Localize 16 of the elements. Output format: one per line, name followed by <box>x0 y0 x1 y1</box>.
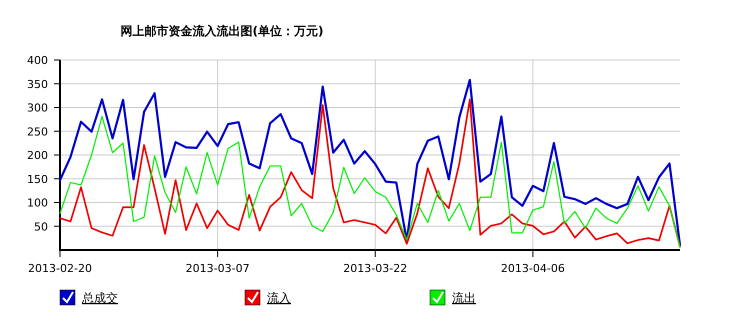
y-tick-label: 150 <box>27 172 48 186</box>
y-tick-label: 400 <box>27 54 48 67</box>
chart-title: 网上邮市资金流入流出图(单位：万元) <box>120 24 324 38</box>
y-tick-label: 200 <box>27 149 48 162</box>
y-tick-label: 250 <box>27 125 48 138</box>
x-tick-label: 2013-04-06 <box>500 262 565 275</box>
y-tick-label: 350 <box>27 78 48 91</box>
legend-label: 总成交 <box>81 291 118 305</box>
x-tick-label: 2013-03-07 <box>186 262 250 275</box>
y-tick-label: 300 <box>27 102 48 114</box>
x-tick-label: 2013-03-22 <box>343 262 408 275</box>
y-tick-label: 50 <box>34 220 48 234</box>
x-tick-label: 2013-02-20 <box>28 262 92 275</box>
legend-label: 流入 <box>267 291 291 305</box>
y-tick-label: 100 <box>27 196 48 210</box>
legend-label: 流出 <box>452 291 476 305</box>
